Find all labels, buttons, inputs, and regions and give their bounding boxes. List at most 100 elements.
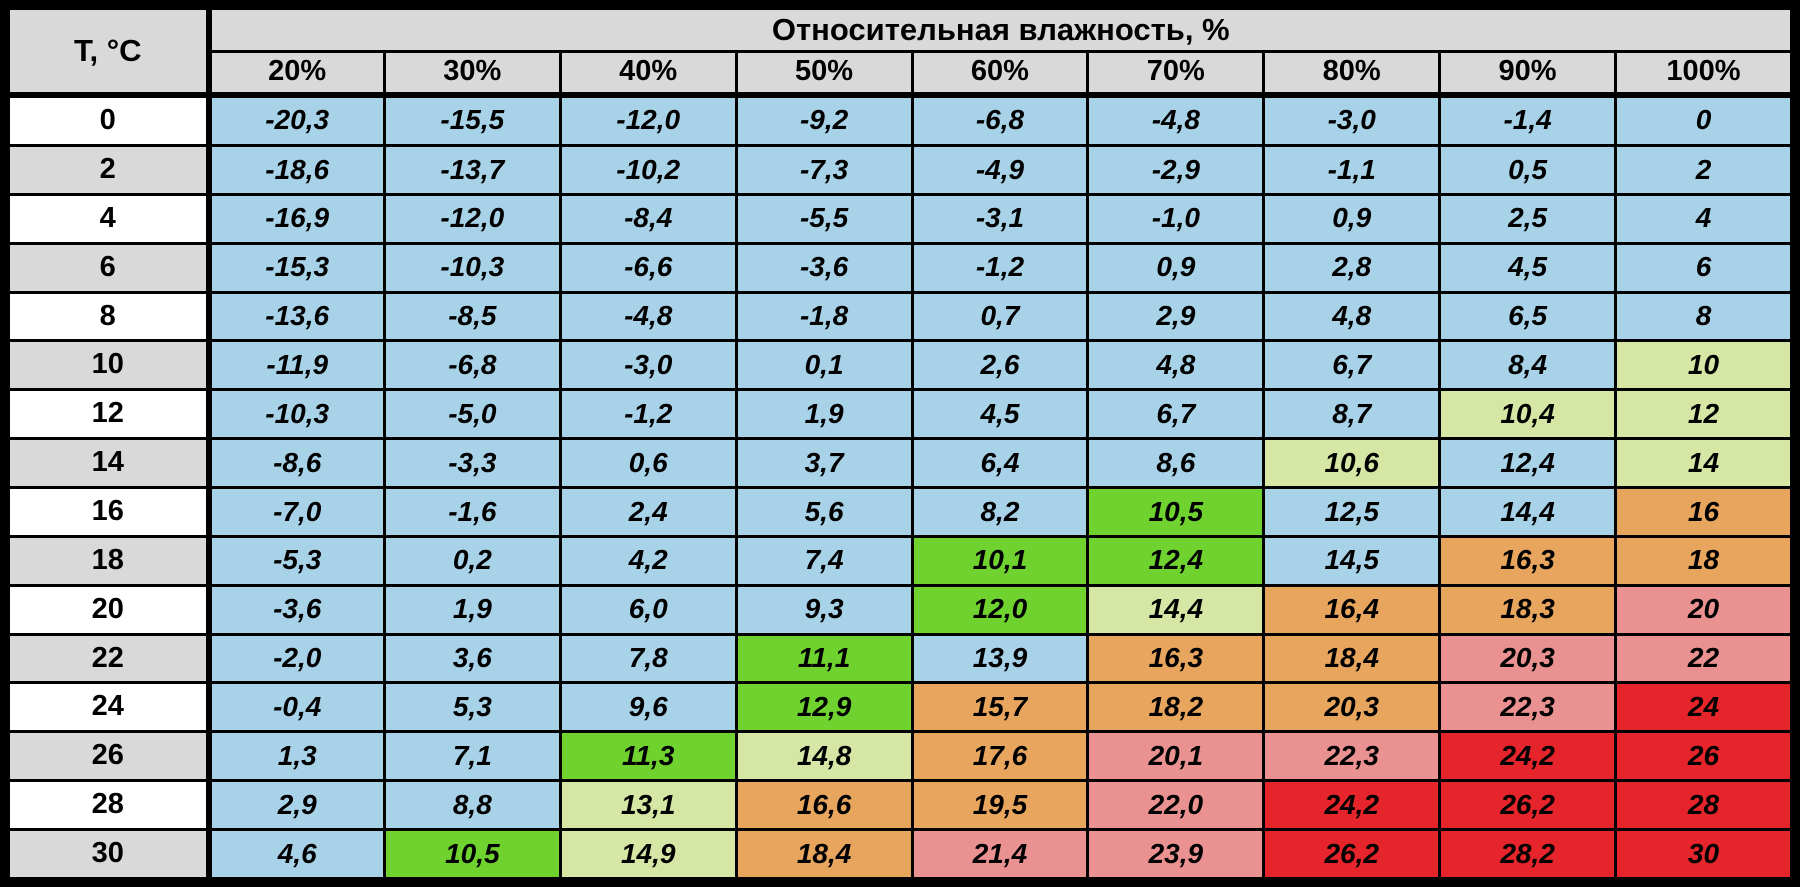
dew-point-cell: -11,9	[207, 339, 386, 392]
dew-point-cell: 0	[1614, 93, 1793, 147]
table-row: 8 -13,6 -8,5 -4,8 -1,8 0,7 2,9 4,8 6,5 8	[7, 290, 1793, 343]
table-row: 20 -3,6 1,9 6,0 9,3 12,0 14,4 16,4 18,3 20	[7, 583, 1793, 636]
dew-point-cell: -3,6	[734, 241, 914, 294]
dew-point-cell: 8	[1614, 290, 1793, 343]
dew-point-cell: 14,4	[1086, 583, 1266, 636]
dew-point-cell: -3,0	[558, 339, 738, 392]
dew-point-cell: 2,5	[1438, 192, 1617, 245]
dew-point-cell: 1,3	[207, 730, 386, 783]
dew-point-cell: 4,8	[1262, 290, 1442, 343]
dew-point-table: T, °C Относительная влажность, % 20% 30% 4…	[7, 7, 1793, 880]
dew-point-cell: 6,0	[558, 583, 738, 636]
dew-point-cell: 2,9	[207, 779, 386, 831]
dew-point-cell: -4,8	[1086, 93, 1266, 147]
table-row: 16 -7,0 -1,6 2,4 5,6 8,2 10,5 12,5 14,4 16	[7, 485, 1793, 538]
dew-point-cell: 14	[1614, 437, 1793, 489]
humidity-header: 90%	[1438, 50, 1617, 98]
dew-point-cell: 18,4	[1262, 632, 1442, 685]
dew-point-cell: 2,8	[1262, 241, 1442, 294]
dew-point-cell: 7,8	[558, 632, 738, 685]
temperature-cell: 28	[7, 779, 212, 831]
dew-point-cell: 8,2	[910, 485, 1090, 538]
dew-point-cell: 10	[1614, 339, 1793, 392]
dew-point-cell: 24,2	[1262, 779, 1442, 831]
temperature-cell: 14	[7, 437, 212, 489]
dew-point-cell: 26,2	[1438, 779, 1617, 831]
table-row: 4 -16,9 -12,0 -8,4 -5,5 -3,1 -1,0 0,9 2,5 4	[7, 192, 1793, 245]
dew-point-cell: 12,4	[1086, 534, 1266, 587]
dew-point-cell: 12,9	[734, 681, 914, 734]
temperature-cell: 8	[7, 290, 212, 343]
dew-point-cell: 3,6	[382, 632, 562, 685]
main-header-row: T, °C Относительная влажность, %	[7, 7, 1793, 98]
dew-point-cell: 2	[1614, 143, 1793, 196]
dew-point-cell: 14,8	[734, 730, 914, 783]
temperature-cell: 0	[7, 93, 212, 147]
dew-point-cell: 21,4	[910, 828, 1090, 880]
dew-point-cell: 10,1	[910, 534, 1090, 587]
dew-point-cell: 2,9	[1086, 290, 1266, 343]
humidity-axis-label: Относительная влажность, %	[207, 7, 1793, 53]
dew-point-cell: 23,9	[1086, 828, 1266, 880]
dew-point-cell: 19,5	[910, 779, 1090, 831]
dew-point-cell: 9,6	[558, 681, 738, 734]
dew-point-cell: 16	[1614, 485, 1793, 538]
dew-point-cell: -12,0	[558, 93, 738, 147]
dew-point-cell: 18,2	[1086, 681, 1266, 734]
dew-point-cell: 0,6	[558, 437, 738, 489]
dew-point-cell: 2,4	[558, 485, 738, 538]
dew-point-cell: 16,3	[1086, 632, 1266, 685]
dew-point-cell: -3,0	[1262, 93, 1442, 147]
dew-point-cell: 12,0	[910, 583, 1090, 636]
dew-point-cell: 20,3	[1438, 632, 1617, 685]
humidity-header: 70%	[1086, 50, 1266, 98]
dew-point-cell: -3,6	[207, 583, 386, 636]
humidity-header: 80%	[1262, 50, 1442, 98]
dew-point-cell: -1,6	[382, 485, 562, 538]
dew-point-cell: 13,9	[910, 632, 1090, 685]
dew-point-cell: -6,8	[382, 339, 562, 392]
table-row: 14 -8,6 -3,3 0,6 3,7 6,4 8,6 10,6 12,4 14	[7, 437, 1793, 489]
dew-point-cell: 4,5	[910, 388, 1090, 441]
dew-point-cell: 0,7	[910, 290, 1090, 343]
dew-point-cell: -8,6	[207, 437, 386, 489]
humidity-header: 30%	[382, 50, 562, 98]
dew-point-cell: 20	[1614, 583, 1793, 636]
dew-point-cell: 10,6	[1262, 437, 1442, 489]
temperature-cell: 6	[7, 241, 212, 294]
dew-point-cell: 6,7	[1086, 388, 1266, 441]
humidity-header: 50%	[734, 50, 914, 98]
dew-point-cell: 16,6	[734, 779, 914, 831]
dew-point-cell: 1,9	[734, 388, 914, 441]
dew-point-cell: 22,3	[1262, 730, 1442, 783]
dew-point-cell: 5,6	[734, 485, 914, 538]
dew-point-cell: 5,3	[382, 681, 562, 734]
dew-point-cell: 22,0	[1086, 779, 1266, 831]
dew-point-cell: 7,4	[734, 534, 914, 587]
table-row: 0 -20,3 -15,5 -12,0 -9,2 -6,8 -4,8 -3,0 -1,4 0	[7, 93, 1793, 147]
dew-point-cell: 22,3	[1438, 681, 1617, 734]
dew-point-cell: -16,9	[207, 192, 386, 245]
dew-point-cell: -2,0	[207, 632, 386, 685]
dew-point-cell: 10,5	[382, 828, 562, 880]
dew-point-cell: 8,6	[1086, 437, 1266, 489]
dew-point-cell: 12,4	[1438, 437, 1617, 489]
dew-point-cell: 12,5	[1262, 485, 1442, 538]
dew-point-cell: 18,4	[734, 828, 914, 880]
temperature-cell: 16	[7, 485, 212, 538]
dew-point-cell: 26,2	[1262, 828, 1442, 880]
temperature-cell: 2	[7, 143, 212, 196]
dew-point-cell: -20,3	[207, 93, 386, 147]
dew-point-cell: -5,3	[207, 534, 386, 587]
temperature-cell: 24	[7, 681, 212, 734]
dew-point-cell: 10,4	[1438, 388, 1617, 441]
table-header: T, °C Относительная влажность, % 20% 30% 4…	[7, 7, 1793, 98]
temperature-cell: 4	[7, 192, 212, 245]
dew-point-cell: 11,3	[558, 730, 738, 783]
dew-point-cell: -4,8	[558, 290, 738, 343]
dew-point-cell: 6	[1614, 241, 1793, 294]
temperature-cell: 26	[7, 730, 212, 783]
humidity-header: 40%	[558, 50, 738, 98]
dew-point-cell: 28	[1614, 779, 1793, 831]
